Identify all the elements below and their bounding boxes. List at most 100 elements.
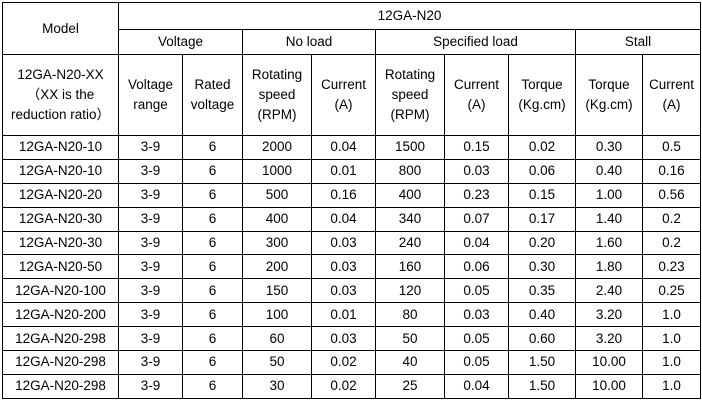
voltage-range-cell: 3-9 (118, 373, 183, 399)
no-load-current-cell: 0.04 (311, 206, 376, 232)
specified-load-torque-cell: 0.02 (508, 135, 576, 160)
stall-torque-cell: 1.00 (575, 182, 643, 208)
specified-load-torque-cell: 0.15 (508, 182, 576, 208)
table-row: 12GA-N20-200 3-9 6 100 0.01 80 0.03 0.40 3.20 1.0 (2, 302, 702, 328)
no-load-speed-cell: 500 (242, 182, 312, 208)
specified-load-speed-cell: 800 (375, 158, 445, 184)
model-cell: 12GA-N20-298 (2, 350, 119, 375)
voltage-range-cell: 3-9 (118, 350, 183, 375)
no-load-speed-cell: 60 (242, 326, 312, 352)
stall-current-cell: 0.2 (641, 206, 702, 232)
no-load-speed-header: Rotating speed (RPM) (242, 54, 312, 136)
specified-load-current-cell: 0.03 (444, 158, 509, 184)
specified-load-torque-cell: 1.50 (508, 350, 576, 375)
table-row: 12GA-N20-10 3-9 6 1000 0.01 800 0.03 0.06 0.40 0.… (2, 158, 702, 184)
no-load-speed-cell: 400 (242, 206, 312, 232)
model-cell: 12GA-N20-30 (2, 206, 119, 232)
model-cell: 12GA-N20-10 (2, 158, 119, 184)
specified-load-torque-cell: 0.17 (508, 206, 576, 232)
specified-load-current-cell: 0.03 (444, 302, 509, 328)
stall-current-cell: 0.25 (641, 278, 702, 304)
specified-load-torque-cell: 0.20 (508, 230, 576, 256)
model-cell: 12GA-N20-20 (2, 182, 119, 208)
voltage-range-cell: 3-9 (118, 326, 183, 352)
rated-voltage-cell: 6 (182, 230, 243, 256)
rated-voltage-cell: 6 (182, 326, 243, 352)
specified-load-current-cell: 0.15 (444, 135, 509, 160)
table-row: 12GA-N20-30 3-9 6 300 0.03 240 0.04 0.20 1.60 0.2 (2, 230, 702, 256)
stall-torque-header: Torque (Kg.cm) (575, 54, 643, 136)
no-load-current-cell: 0.02 (311, 350, 376, 375)
no-load-current-cell: 0.02 (311, 373, 376, 399)
product-header: 12GA-N20 (117, 2, 702, 30)
stall-current-cell: 0.16 (641, 158, 702, 184)
specified-load-torque-cell: 0.60 (508, 326, 576, 352)
specified-load-speed-cell: 25 (375, 373, 445, 399)
table-row: 12GA-N20-30 3-9 6 400 0.04 340 0.07 0.17 1.40 0.2 (2, 206, 702, 232)
group-voltage: Voltage (118, 29, 243, 55)
rated-voltage-cell: 6 (182, 182, 243, 208)
specified-load-speed-cell: 40 (375, 350, 445, 375)
specified-load-torque-cell: 1.50 (508, 373, 576, 399)
model-cell: 12GA-N20-298 (2, 373, 119, 399)
stall-torque-cell: 10.00 (575, 350, 643, 375)
table-row: 12GA-N20-298 3-9 6 60 0.03 50 0.05 0.60 3.20 1.0 (2, 326, 702, 352)
group-no-load: No load (242, 29, 376, 55)
specified-load-speed-cell: 400 (375, 182, 445, 208)
specified-load-speed-cell: 160 (375, 254, 445, 280)
rated-voltage-cell: 6 (182, 135, 243, 160)
specified-load-torque-header: Torque (Kg.cm) (508, 54, 576, 136)
specified-load-current-cell: 0.07 (444, 206, 509, 232)
specified-load-speed-cell: 340 (375, 206, 445, 232)
voltage-range-cell: 3-9 (118, 158, 183, 184)
no-load-speed-cell: 300 (242, 230, 312, 256)
no-load-current-cell: 0.03 (311, 278, 376, 304)
model-cell: 12GA-N20-200 (2, 302, 119, 328)
no-load-current-cell: 0.16 (311, 182, 376, 208)
specified-load-current-cell: 0.23 (444, 182, 509, 208)
specified-load-current-cell: 0.04 (444, 373, 509, 399)
rated-voltage-header: Rated voltage (182, 54, 243, 136)
model-cell: 12GA-N20-10 (2, 135, 119, 160)
stall-torque-cell: 1.80 (575, 254, 643, 280)
stall-torque-cell: 0.40 (575, 158, 643, 184)
specified-load-speed-header: Rotating speed (RPM) (375, 54, 445, 136)
specified-load-speed-cell: 1500 (375, 135, 445, 160)
stall-current-cell: 1.0 (641, 302, 702, 328)
stall-torque-cell: 2.40 (575, 278, 643, 304)
header-row-2: Voltage No load Specified load Stall (3, 29, 702, 55)
no-load-speed-cell: 2000 (242, 135, 312, 160)
specified-load-current-cell: 0.05 (444, 326, 509, 352)
no-load-speed-cell: 1000 (242, 158, 312, 184)
voltage-range-cell: 3-9 (118, 135, 183, 160)
model-header: Model (2, 2, 119, 55)
specified-load-current-cell: 0.05 (444, 278, 509, 304)
header-row-1: Model 12GA-N20 (2, 2, 702, 55)
model-cell: 12GA-N20-100 (2, 278, 119, 304)
stall-current-cell: 1.0 (641, 326, 702, 352)
rated-voltage-cell: 6 (182, 302, 243, 328)
group-specified-load: Specified load (375, 29, 576, 55)
stall-torque-cell: 1.60 (575, 230, 643, 256)
specified-load-current-header: Current (A) (444, 54, 509, 136)
table-row: 12GA-N20-10 3-9 6 2000 0.04 1500 0.15 0.02 0.30 0… (2, 135, 702, 160)
specified-load-speed-cell: 120 (375, 278, 445, 304)
voltage-range-cell: 3-9 (118, 254, 183, 280)
no-load-speed-cell: 150 (242, 278, 312, 304)
specified-load-current-cell: 0.04 (444, 230, 509, 256)
specified-load-current-cell: 0.05 (444, 350, 509, 375)
specified-load-torque-cell: 0.35 (508, 278, 576, 304)
no-load-current-cell: 0.03 (311, 254, 376, 280)
rated-voltage-cell: 6 (182, 158, 243, 184)
table-row: 12GA-N20-20 3-9 6 500 0.16 400 0.23 0.15 1.00 0.5… (2, 182, 702, 208)
stall-torque-cell: 1.40 (575, 206, 643, 232)
model-cell: 12GA-N20-30 (2, 230, 119, 256)
stall-current-cell: 0.5 (641, 135, 702, 160)
specified-load-speed-cell: 80 (375, 302, 445, 328)
model-cell: 12GA-N20-50 (2, 254, 119, 280)
voltage-range-cell: 3-9 (118, 278, 183, 304)
no-load-speed-cell: 100 (242, 302, 312, 328)
rated-voltage-cell: 6 (182, 254, 243, 280)
table-row: 12GA-N20-100 3-9 6 150 0.03 120 0.05 0.35 2.40 0.… (2, 278, 702, 304)
stall-current-cell: 0.23 (641, 254, 702, 280)
